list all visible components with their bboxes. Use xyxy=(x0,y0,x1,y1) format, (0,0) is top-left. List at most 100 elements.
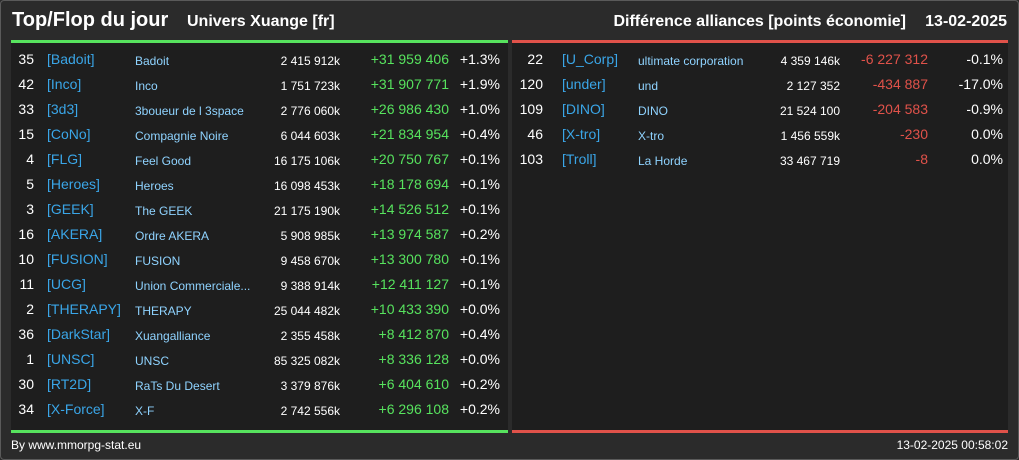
alliance-points: 9 388 914k xyxy=(280,279,340,293)
alliance-tag-link[interactable]: [FLG] xyxy=(47,151,83,167)
points-difference: +13 974 587 xyxy=(370,226,449,242)
alliance-tag-link[interactable]: [GEEK] xyxy=(47,201,94,217)
alliance-tag-link[interactable]: [X-tro] xyxy=(562,126,601,142)
percent-change: +0.2% xyxy=(459,376,500,392)
alliance-rank: 33 xyxy=(18,101,34,117)
alliance-rank: 11 xyxy=(19,276,34,292)
percent-change: +0.2% xyxy=(459,226,500,242)
alliance-tag-link[interactable]: [Badoit] xyxy=(47,51,95,67)
percent-change: +0.1% xyxy=(459,201,500,217)
top-row: 2 [THERAPY] THERAPY 25 044 482k +10 433 390 +… xyxy=(11,298,508,323)
page-title: Top/Flop du jour xyxy=(12,9,169,31)
flop-panel-accent-bar xyxy=(512,40,1008,43)
footer-credit: By www.mmorpg-stat.eu xyxy=(11,438,142,452)
alliance-points: 85 325 082k xyxy=(273,354,340,368)
points-difference: -6 227 312 xyxy=(861,51,928,67)
flop-row: 22 [U_Corp] ultimate corporation 4 359 146k… xyxy=(512,48,1008,73)
alliance-rank: 30 xyxy=(18,376,34,392)
top-panel-accent-bar xyxy=(11,40,508,43)
alliance-tag-link[interactable]: [DINO] xyxy=(562,101,605,117)
alliance-points: 1 456 559k xyxy=(780,129,840,143)
alliance-rank: 109 xyxy=(519,101,543,117)
alliance-tag-link[interactable]: [Troll] xyxy=(562,151,597,167)
footer-timestamp: 13-02-2025 00:58:02 xyxy=(896,438,1008,452)
top-row: 35 [Badoit] Badoit 2 415 912k +31 959 406 +1.… xyxy=(11,48,508,73)
alliance-tag-link[interactable]: [UNSC] xyxy=(47,351,95,367)
percent-change: +0.1% xyxy=(459,251,500,267)
top-row: 34 [X-Force] X-F 2 742 556k +6 296 108 +0.2% xyxy=(11,398,508,423)
alliance-tag-link[interactable]: [DarkStar] xyxy=(47,326,111,342)
alliance-tag-link[interactable]: [Heroes] xyxy=(47,176,100,192)
alliance-tag-link[interactable]: [U_Corp] xyxy=(562,51,619,67)
percent-change: +0.4% xyxy=(459,326,500,342)
alliance-tag-link[interactable]: [CoNo] xyxy=(47,126,91,142)
alliance-rank: 16 xyxy=(18,226,34,242)
alliance-points: 2 127 352 xyxy=(786,79,840,93)
points-difference: -230 xyxy=(899,126,928,142)
percent-change: +0.4% xyxy=(459,126,500,142)
alliance-rank: 4 xyxy=(26,151,34,167)
ranking-subtitle: Différence alliances [points économie] xyxy=(613,13,906,30)
alliance-tag-link[interactable]: [FUSION] xyxy=(47,251,108,267)
alliance-rank: 120 xyxy=(519,76,543,92)
alliance-points: 5 908 985k xyxy=(280,229,340,243)
points-difference: +31 959 406 xyxy=(370,51,449,67)
points-difference: +21 834 954 xyxy=(370,126,449,142)
alliance-tag-link[interactable]: [under] xyxy=(562,76,606,92)
alliance-rank: 22 xyxy=(527,51,543,67)
alliance-tag-link[interactable]: [THERAPY] xyxy=(47,301,121,317)
percent-change: +1.9% xyxy=(459,76,500,92)
alliance-rank: 2 xyxy=(26,301,34,317)
percent-change: -0.9% xyxy=(966,101,1003,117)
top-row: 3 [GEEK] The GEEK 21 175 190k +14 526 512 +0.… xyxy=(11,198,508,223)
points-difference: +6 296 108 xyxy=(378,401,449,417)
flop-panel: 22 [U_Corp] ultimate corporation 4 359 146k… xyxy=(512,43,1008,430)
points-difference: +31 907 771 xyxy=(370,76,449,92)
alliance-points: 9 458 670k xyxy=(280,254,340,268)
alliance-tag-link[interactable]: [3d3] xyxy=(47,101,79,117)
points-difference: -434 887 xyxy=(872,76,928,92)
alliance-rank: 34 xyxy=(18,401,34,417)
alliance-tag-link[interactable]: [Inco] xyxy=(47,76,82,92)
points-difference: +12 411 127 xyxy=(371,276,449,292)
alliance-tag-link[interactable]: [UCG] xyxy=(47,276,86,292)
alliance-rank: 3 xyxy=(26,201,34,217)
alliance-points: 2 355 458k xyxy=(280,329,340,343)
percent-change: +0.1% xyxy=(459,276,500,292)
server-name: Univers Xuange [fr] xyxy=(187,13,335,30)
flop-row: 103 [Troll] La Horde 33 467 719 -8 0.0% xyxy=(512,148,1008,173)
top-row: 30 [RT2D] RaTs Du Desert 3 379 876k +6 404 6… xyxy=(11,373,508,398)
top-row: 5 [Heroes] Heroes 16 098 453k +18 178 694 +0.… xyxy=(11,173,508,198)
alliance-rank: 46 xyxy=(527,126,543,142)
points-difference: -204 583 xyxy=(872,101,928,117)
alliance-points: 16 098 453k xyxy=(273,179,340,193)
points-difference: +26 986 430 xyxy=(370,101,449,117)
alliance-points: 2 742 556k xyxy=(280,404,340,418)
top-row: 16 [AKERA] Ordre AKERA 5 908 985k +13 974 58… xyxy=(11,223,508,248)
alliance-rank: 36 xyxy=(18,326,34,342)
points-difference: +8 336 128 xyxy=(378,351,449,367)
points-difference: +14 526 512 xyxy=(370,201,449,217)
flop-panel-bottom-bar xyxy=(512,430,1008,433)
points-difference: +6 404 610 xyxy=(378,376,449,392)
alliance-rank: 5 xyxy=(26,176,34,192)
alliance-tag-link[interactable]: [RT2D] xyxy=(47,376,92,392)
percent-change: +0.0% xyxy=(459,301,500,317)
alliance-points: 6 044 603k xyxy=(280,129,340,143)
alliance-tag-link[interactable]: [AKERA] xyxy=(47,226,103,242)
points-difference: -8 xyxy=(915,151,928,167)
top-panel: 35 [Badoit] Badoit 2 415 912k +31 959 406 +1.… xyxy=(11,43,508,430)
top-row: 42 [Inco] Inco 1 751 723k +31 907 771 +1.9% xyxy=(11,73,508,98)
alliance-tag-link[interactable]: [X-Force] xyxy=(47,401,105,417)
flop-row: 120 [under] und 2 127 352 -434 887 -17.0% xyxy=(512,73,1008,98)
header: Top/Flop du jour Univers Xuange [fr] Dif… xyxy=(0,0,1019,40)
points-difference: +8 412 870 xyxy=(378,326,449,342)
alliance-points: 2 776 060k xyxy=(280,104,340,118)
top-row: 15 [CoNo] Compagnie Noire 6 044 603k +21 834… xyxy=(11,123,508,148)
top-panel-bottom-bar xyxy=(11,430,508,433)
header-date: 13-02-2025 xyxy=(925,13,1007,30)
percent-change: -0.1% xyxy=(966,51,1003,67)
percent-change: +1.0% xyxy=(459,101,500,117)
alliance-rank: 15 xyxy=(18,126,34,142)
alliance-points: 16 175 106k xyxy=(273,154,340,168)
